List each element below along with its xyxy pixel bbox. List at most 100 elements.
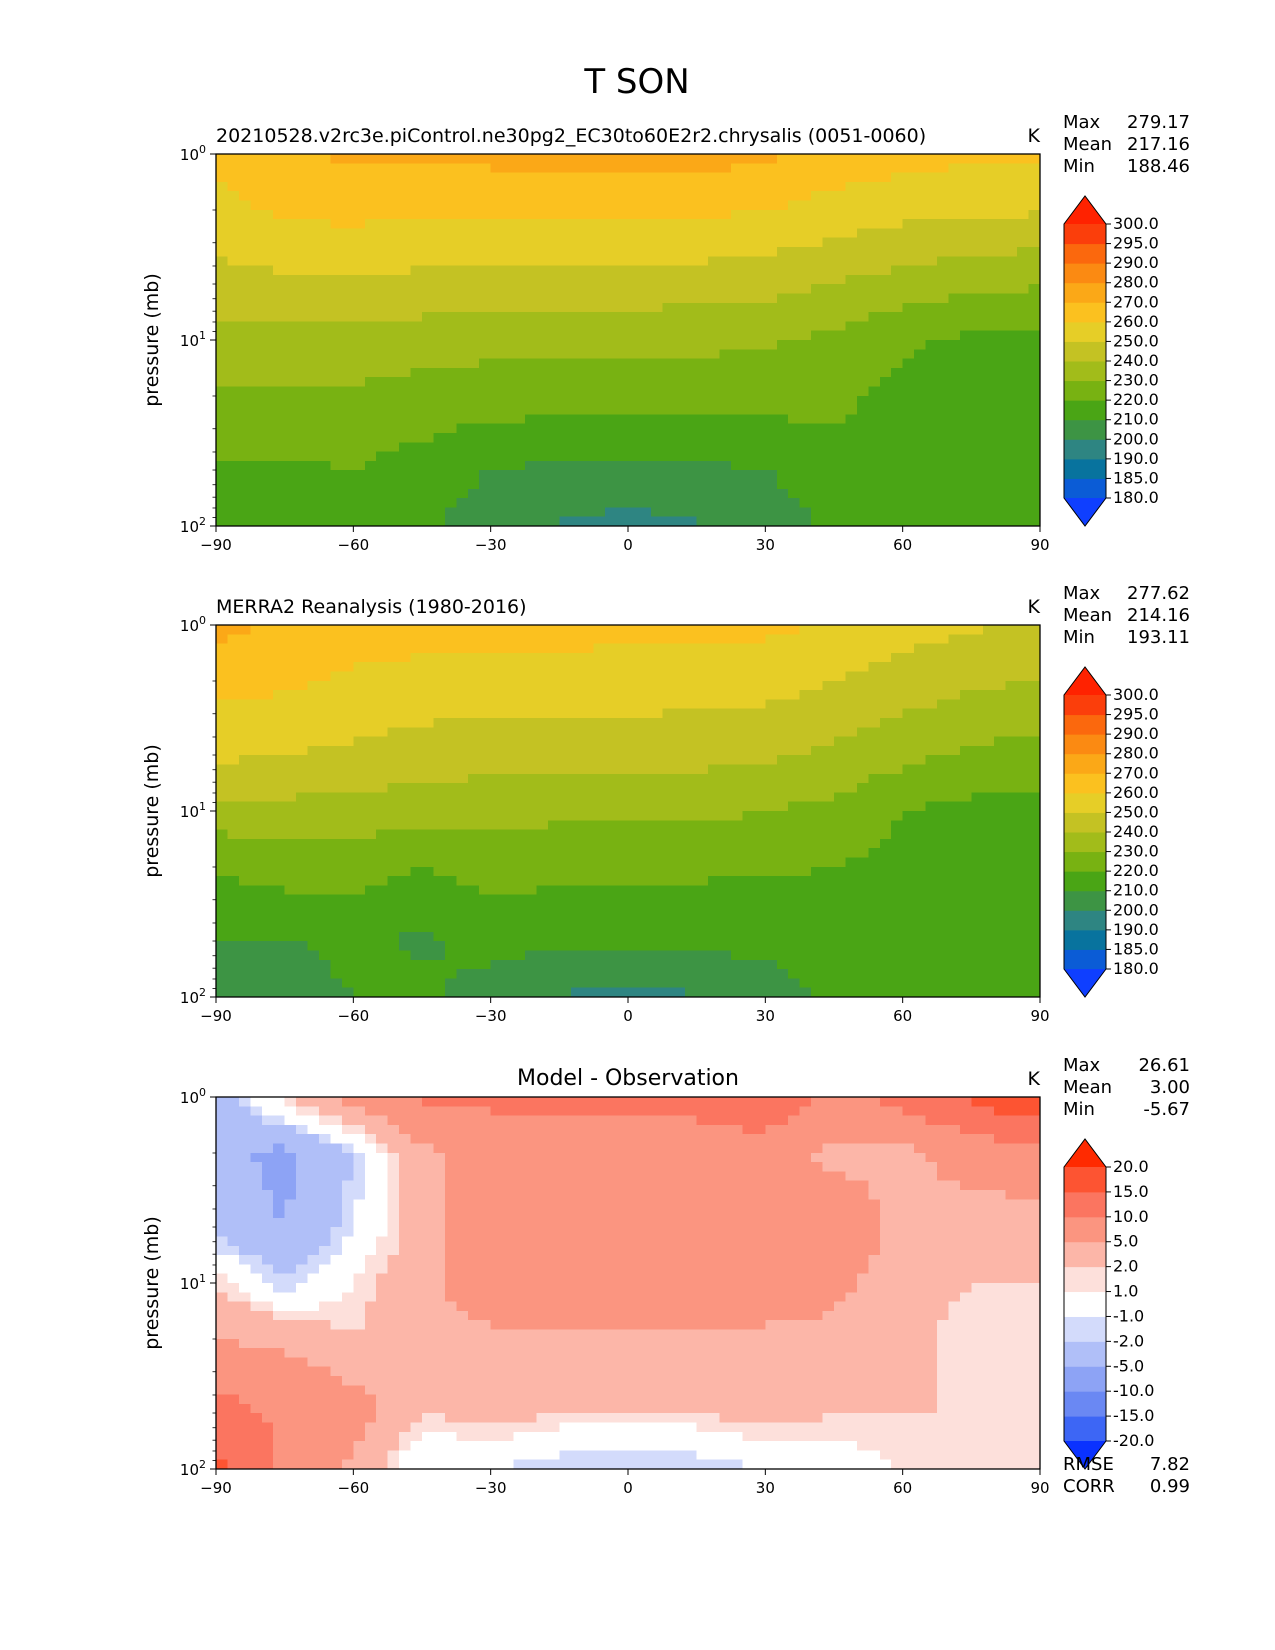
contour-cell <box>994 708 1007 719</box>
contour-cell <box>536 764 549 775</box>
contour-cell <box>639 451 652 462</box>
contour-cell <box>822 727 835 738</box>
contour-cell <box>639 671 652 682</box>
contour-cell <box>1028 498 1041 508</box>
contour-cell <box>650 857 663 868</box>
contour-cell <box>433 209 446 220</box>
contour-cell <box>605 293 618 304</box>
contour-cell <box>776 154 789 164</box>
contour-cell <box>731 745 744 756</box>
contour-cell <box>719 358 732 369</box>
contour-cell <box>330 876 343 886</box>
contour-cell <box>902 838 915 849</box>
contour-cell <box>673 200 686 211</box>
contour-cell <box>273 866 286 877</box>
contour-cell <box>856 857 869 868</box>
contour-cell <box>914 811 927 821</box>
contour-cell <box>971 284 984 295</box>
contour-cell <box>662 727 675 738</box>
contour-cell <box>559 154 572 164</box>
contour-cell <box>982 349 995 360</box>
contour-cell <box>582 708 595 719</box>
contour-cell <box>502 181 515 192</box>
contour-cell <box>731 330 744 341</box>
contour-cell <box>822 414 835 425</box>
contour-cell <box>776 727 789 738</box>
contour-cell <box>696 312 709 322</box>
contour-cell <box>364 498 377 508</box>
contour-cell <box>662 755 675 766</box>
contour-cell <box>479 764 492 775</box>
contour-cell <box>422 181 435 192</box>
contour-cell <box>341 172 354 183</box>
contour-cell <box>650 876 663 886</box>
contour-cell <box>273 405 286 415</box>
contour-cell <box>284 172 297 183</box>
contour-cell <box>765 377 778 388</box>
contour-cell <box>353 377 366 388</box>
contour-cell <box>799 340 812 350</box>
contour-cell <box>742 293 755 304</box>
contour-cell <box>845 498 858 508</box>
contour-cell <box>868 671 881 682</box>
contour-cell <box>559 652 572 663</box>
contour-cell <box>284 764 297 775</box>
contour-cell <box>216 634 229 645</box>
contour-cell <box>753 680 766 691</box>
contour-cell <box>364 470 377 481</box>
contour-cell <box>628 690 641 700</box>
contour-cell <box>376 838 389 849</box>
contour-cell <box>742 442 755 453</box>
contour-cell <box>227 340 240 350</box>
contour-cell <box>914 671 927 682</box>
contour-cell <box>937 764 950 775</box>
contour-cell <box>879 829 892 840</box>
contour-cell <box>834 451 847 462</box>
contour-cell <box>353 219 366 229</box>
contour-cell <box>387 699 400 710</box>
contour-cell <box>822 451 835 462</box>
contour-cell <box>822 312 835 322</box>
contour-cell <box>650 680 663 691</box>
contour-cell <box>433 377 446 388</box>
contour-cell <box>570 433 583 443</box>
contour-cell <box>399 792 412 803</box>
contour-cell <box>788 228 801 239</box>
contour-cell <box>433 516 446 527</box>
contour-cell <box>605 200 618 211</box>
contour-cell <box>422 172 435 183</box>
contour-cell <box>456 154 469 164</box>
contour-cell <box>273 358 286 369</box>
contour-cell <box>937 708 950 719</box>
contour-cell <box>856 451 869 462</box>
contour-cell <box>856 470 869 481</box>
contour-cell <box>1028 680 1041 691</box>
contour-cell <box>502 219 515 229</box>
contour-cell <box>525 191 538 202</box>
contour-cell <box>937 498 950 508</box>
contour-cell <box>387 643 400 654</box>
contour-cell <box>250 293 263 304</box>
contour-cell <box>971 302 984 313</box>
contour-cell <box>639 284 652 295</box>
contour-cell <box>261 228 274 239</box>
contour-cell <box>673 745 686 756</box>
contour-cell <box>799 662 812 673</box>
colorbar-bin <box>1064 419 1106 440</box>
contour-cell <box>639 200 652 211</box>
contour-cell <box>582 773 595 784</box>
contour-cell <box>982 755 995 766</box>
contour-cell <box>444 838 457 849</box>
contour-cell <box>639 460 652 471</box>
contour-cell <box>387 395 400 406</box>
contour-cell <box>410 764 423 775</box>
contour-cell <box>399 718 412 728</box>
contour-cell <box>353 671 366 682</box>
contour-cell <box>547 442 560 453</box>
contour-cell <box>376 857 389 868</box>
contour-cell <box>341 358 354 369</box>
contour-cell <box>959 237 972 248</box>
contour-cell <box>319 265 332 276</box>
contour-cell <box>593 652 606 663</box>
contour-cell <box>284 479 297 490</box>
